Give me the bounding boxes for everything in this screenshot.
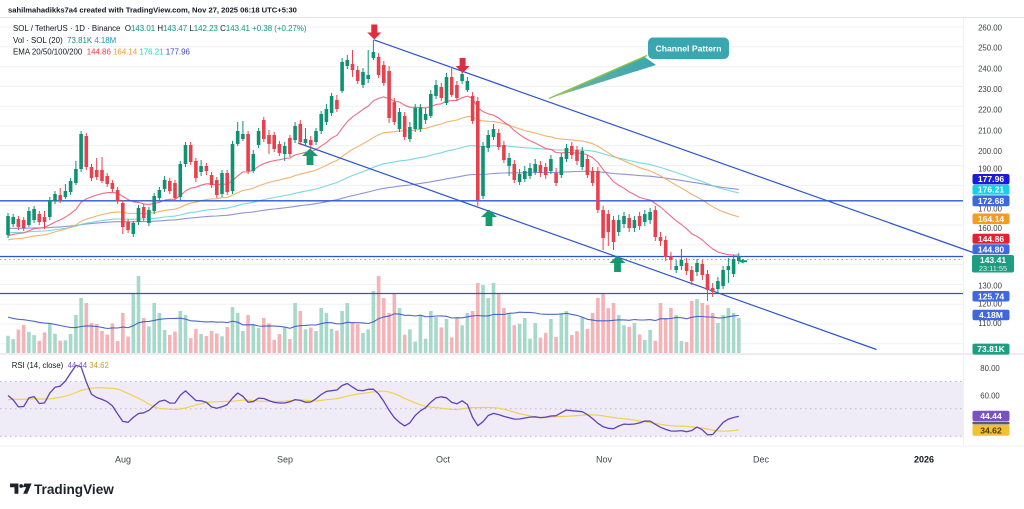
svg-text:120.00: 120.00 (978, 300, 1003, 309)
svg-text:TradingView: TradingView (34, 482, 114, 497)
svg-text:Dec: Dec (753, 455, 770, 465)
svg-text:34.62: 34.62 (980, 425, 1002, 435)
svg-text:260.00: 260.00 (978, 23, 1003, 32)
svg-text:176.21: 176.21 (978, 185, 1005, 195)
svg-text:220.00: 220.00 (978, 106, 1003, 115)
svg-text:230.00: 230.00 (978, 85, 1003, 94)
svg-text:125.74: 125.74 (978, 291, 1005, 301)
svg-text:164.14: 164.14 (978, 214, 1005, 224)
svg-text:sahilmahadikks7a4 created with: sahilmahadikks7a4 created with TradingVi… (8, 6, 297, 15)
svg-text:177.96: 177.96 (978, 174, 1005, 184)
svg-text:44.44: 44.44 (980, 411, 1002, 421)
svg-text:190.00: 190.00 (978, 164, 1003, 173)
svg-text:Nov: Nov (596, 455, 613, 465)
svg-text:Vol · SOL (20) 73.81K 4.18M: Vol · SOL (20) 73.81K 4.18M (13, 36, 116, 45)
svg-text:110.00: 110.00 (978, 319, 1002, 328)
svg-text:60.00: 60.00 (980, 392, 1000, 401)
svg-text:210.00: 210.00 (978, 127, 1003, 136)
svg-text:240.00: 240.00 (978, 64, 1003, 73)
svg-text:144.86: 144.86 (978, 234, 1005, 244)
svg-text:80.00: 80.00 (980, 364, 1000, 373)
svg-text:Sep: Sep (277, 455, 293, 465)
svg-text:EMA 20/50/100/200 144.86 164.: EMA 20/50/100/200 144.86 164.14 176.21 1… (13, 48, 190, 57)
svg-text:144.80: 144.80 (978, 244, 1005, 254)
svg-text:RSI (14, close) 44.44 34.62: RSI (14, close) 44.44 34.62 (12, 361, 109, 370)
svg-text:143.41: 143.41 (980, 255, 1007, 265)
svg-text:Oct: Oct (436, 455, 451, 465)
svg-text:Channel Pattern: Channel Pattern (656, 44, 722, 54)
svg-text:200.00: 200.00 (978, 147, 1003, 156)
svg-text:170.00: 170.00 (978, 204, 1003, 213)
svg-text:23:11:55: 23:11:55 (979, 264, 1007, 273)
svg-text:Aug: Aug (115, 455, 131, 465)
svg-text:2026: 2026 (914, 455, 934, 465)
svg-text:73.81K: 73.81K (977, 344, 1006, 354)
svg-text:130.00: 130.00 (978, 282, 1003, 291)
svg-text:SOL / TetherUS · 1D · Binance: SOL / TetherUS · 1D · Binance O143.01 H1… (13, 24, 307, 33)
svg-text:250.00: 250.00 (978, 44, 1003, 53)
svg-text:172.68: 172.68 (978, 196, 1005, 206)
svg-text:160.00: 160.00 (978, 224, 1003, 233)
svg-text:4.18M: 4.18M (979, 310, 1003, 320)
